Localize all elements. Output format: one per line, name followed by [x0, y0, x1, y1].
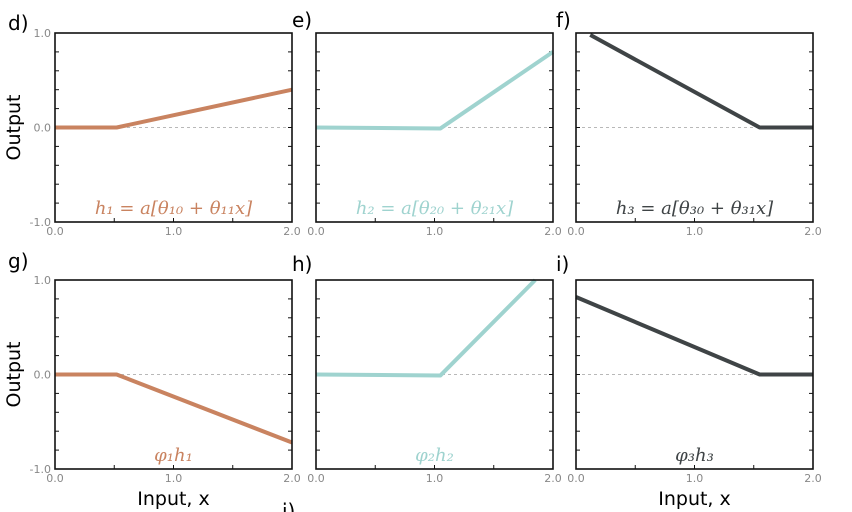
panel-letter: f) — [556, 8, 571, 32]
panel-5: 0.0 1.0 2.0 e) h₂ = a[θ₂₀ + θ₂₁x] — [292, 8, 562, 238]
x-tick-label: 0.0 — [567, 472, 585, 485]
x-tick-label: 1.0 — [686, 472, 704, 485]
y-tick-label: 1.0 — [34, 274, 52, 287]
panel-formula: φ₃h₃ — [675, 445, 714, 466]
plot-frame — [54, 279, 293, 470]
plot-frame — [315, 279, 554, 470]
y-tick-label: 0.0 — [34, 369, 52, 382]
panel-8: 0.0 1.0 2.0 h) φ₂h₂ — [292, 252, 562, 485]
y-tick-label: -1.0 — [30, 463, 51, 476]
x-tick-label: 1.0 — [686, 225, 704, 238]
x-tick-label: 1.0 — [426, 472, 444, 485]
x-tick-label: 0.0 — [307, 225, 325, 238]
panel-letter: g) — [8, 249, 29, 273]
y-axis-label: Output — [3, 342, 25, 408]
series-line — [315, 50, 555, 131]
panel-letter: h) — [292, 252, 312, 276]
plot-frame — [575, 279, 814, 470]
x-tick-label: 0.0 — [567, 225, 585, 238]
panel-9: 0.0 1.0 2.0 i) φ₃h₃ Input, x — [556, 252, 822, 510]
x-tick-label: 1.0 — [165, 472, 183, 485]
panel-formula: h₃ = a[θ₃₀ + θ₃₁x] — [616, 198, 774, 219]
panel-letter: e) — [292, 8, 312, 32]
panel-6: 0.0 1.0 2.0 f) h₃ = a[θ₃₀ + θ₃₁x] — [556, 8, 822, 238]
x-tick-label: 2.0 — [283, 472, 301, 485]
x-tick-label: 2.0 — [544, 472, 562, 485]
panel-formula: φ₁h₁ — [154, 445, 193, 466]
panel-formula: h₂ = a[θ₂₀ + θ₂₁x] — [356, 198, 514, 219]
series-line — [575, 295, 813, 377]
series-line — [589, 33, 813, 130]
x-axis-label: Input, x — [658, 488, 731, 510]
plot-frame — [54, 32, 293, 223]
panel-4: 0.0 1.0 2.01.00.0-1.0d)h₁ = a[θ₁₀ + θ₁₁x]O… — [3, 11, 301, 238]
x-tick-label: 0.0 — [46, 472, 64, 485]
panel-letter-j: j) — [281, 499, 295, 512]
panel-letter: i) — [556, 252, 569, 276]
x-tick-label: 2.0 — [544, 225, 562, 238]
chart-panels: 0.0 1.0 2.01.00.0-1.0d)h₁ = a[θ₁₀ + θ₁₁x]O… — [3, 8, 822, 510]
panel-letter: d) — [8, 11, 29, 35]
x-axis-label: Input, x — [137, 488, 210, 510]
plot-frame — [315, 32, 554, 223]
x-tick-label: 2.0 — [804, 472, 822, 485]
series-line — [55, 87, 293, 130]
panel-formula: h₁ = a[θ₁₀ + θ₁₁x] — [95, 198, 253, 219]
x-tick-label: 0.0 — [307, 472, 325, 485]
y-tick-label: 1.0 — [34, 27, 52, 40]
plot-frame — [575, 32, 814, 223]
x-tick-label: 1.0 — [426, 225, 444, 238]
series-line — [55, 372, 293, 445]
x-tick-label: 2.0 — [283, 225, 301, 238]
y-tick-label: -1.0 — [30, 216, 51, 229]
panel-formula: φ₂h₂ — [415, 445, 454, 466]
y-tick-label: 0.0 — [34, 122, 52, 135]
x-tick-label: 0.0 — [46, 225, 64, 238]
y-axis-label: Output — [3, 95, 25, 161]
series-line — [315, 278, 537, 378]
x-tick-label: 1.0 — [165, 225, 183, 238]
x-tick-label: 2.0 — [804, 225, 822, 238]
